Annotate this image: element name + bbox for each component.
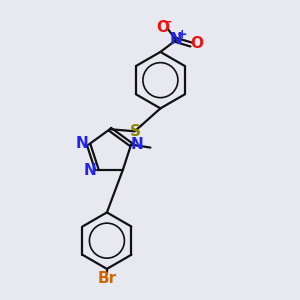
Text: O: O (190, 36, 203, 51)
Text: Br: Br (97, 271, 116, 286)
Text: +: + (176, 28, 187, 40)
Text: O: O (156, 20, 169, 35)
Text: S: S (130, 124, 141, 139)
Text: N: N (84, 163, 97, 178)
Text: N: N (76, 136, 88, 151)
Text: N: N (130, 136, 143, 152)
Text: −: − (161, 15, 172, 28)
Text: N: N (170, 32, 183, 47)
